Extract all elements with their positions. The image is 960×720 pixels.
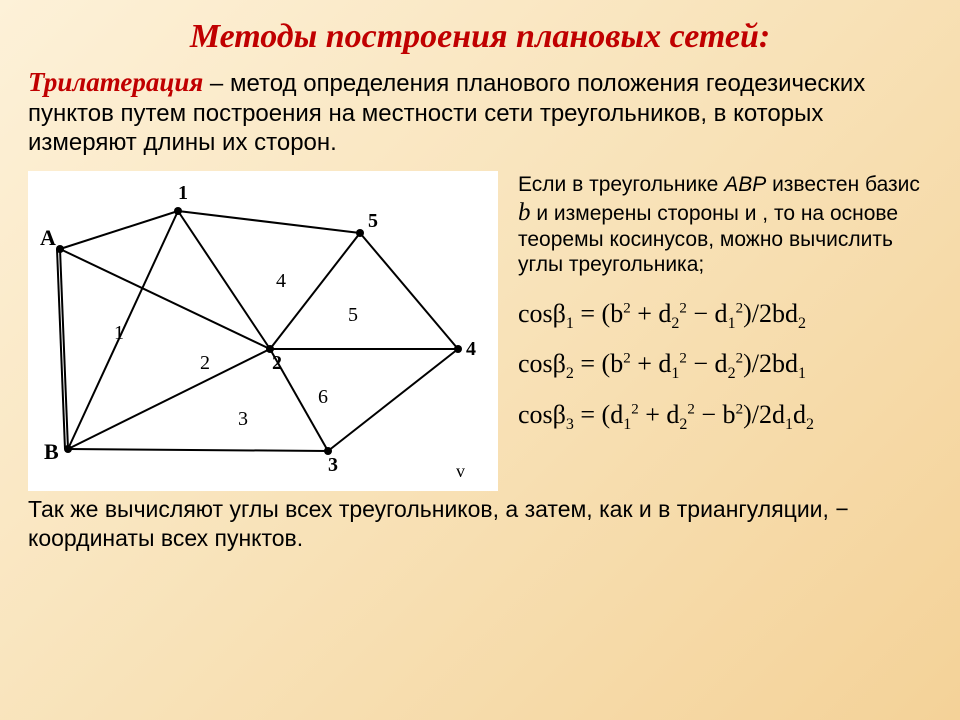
- right-column: Если в треугольнике АВР известен базис b…: [518, 171, 932, 449]
- svg-text:5: 5: [368, 210, 378, 232]
- diagram-container: A 1 5 B 2 4 3 1 2 3 4 5 6 v: [28, 171, 498, 491]
- rt-abp: АВР: [724, 173, 766, 196]
- explanation-text: Если в треугольнике АВР известен базис b…: [518, 173, 932, 277]
- svg-text:v: v: [456, 461, 465, 481]
- svg-text:4: 4: [276, 270, 286, 292]
- formula: cosβ1 = (b2 + d22 − d12)/2bd2: [518, 299, 932, 333]
- svg-text:2: 2: [272, 352, 282, 374]
- network-diagram: A 1 5 B 2 4 3 1 2 3 4 5 6 v: [28, 171, 498, 491]
- svg-text:4: 4: [466, 338, 476, 360]
- svg-text:5: 5: [348, 304, 358, 326]
- intro-paragraph: Трилатерация – метод определения планово…: [28, 66, 932, 157]
- rt-p3: и измерены стороны и , то на основе теор…: [518, 202, 898, 275]
- svg-text:6: 6: [318, 386, 328, 408]
- footer-text: Так же вычисляют углы всех треугольников…: [28, 495, 932, 551]
- formula: cosβ2 = (b2 + d12 − d22)/2bd1: [518, 349, 932, 383]
- formula: cosβ3 = (d12 + d22 − b2)/2d1d2: [518, 400, 932, 434]
- svg-text:B: B: [44, 439, 59, 464]
- slide-title: Методы построения плановых сетей:: [28, 18, 932, 56]
- svg-text:2: 2: [200, 352, 210, 374]
- svg-text:3: 3: [328, 454, 338, 476]
- formulas-block: cosβ1 = (b2 + d22 − d12)/2bd2 cosβ2 = (b2…: [518, 299, 932, 434]
- svg-text:3: 3: [238, 408, 248, 430]
- svg-text:A: A: [40, 225, 56, 250]
- mid-row: A 1 5 B 2 4 3 1 2 3 4 5 6 v Если в треугольнике АВР и…: [28, 171, 932, 491]
- svg-text:1: 1: [178, 182, 188, 204]
- rt-bvar: b: [518, 199, 531, 226]
- svg-text:1: 1: [114, 322, 124, 344]
- term-trilateration: Трилатерация: [28, 67, 203, 97]
- rt-p1: Если в треугольнике: [518, 173, 724, 196]
- rt-p2: известен базис: [766, 173, 920, 196]
